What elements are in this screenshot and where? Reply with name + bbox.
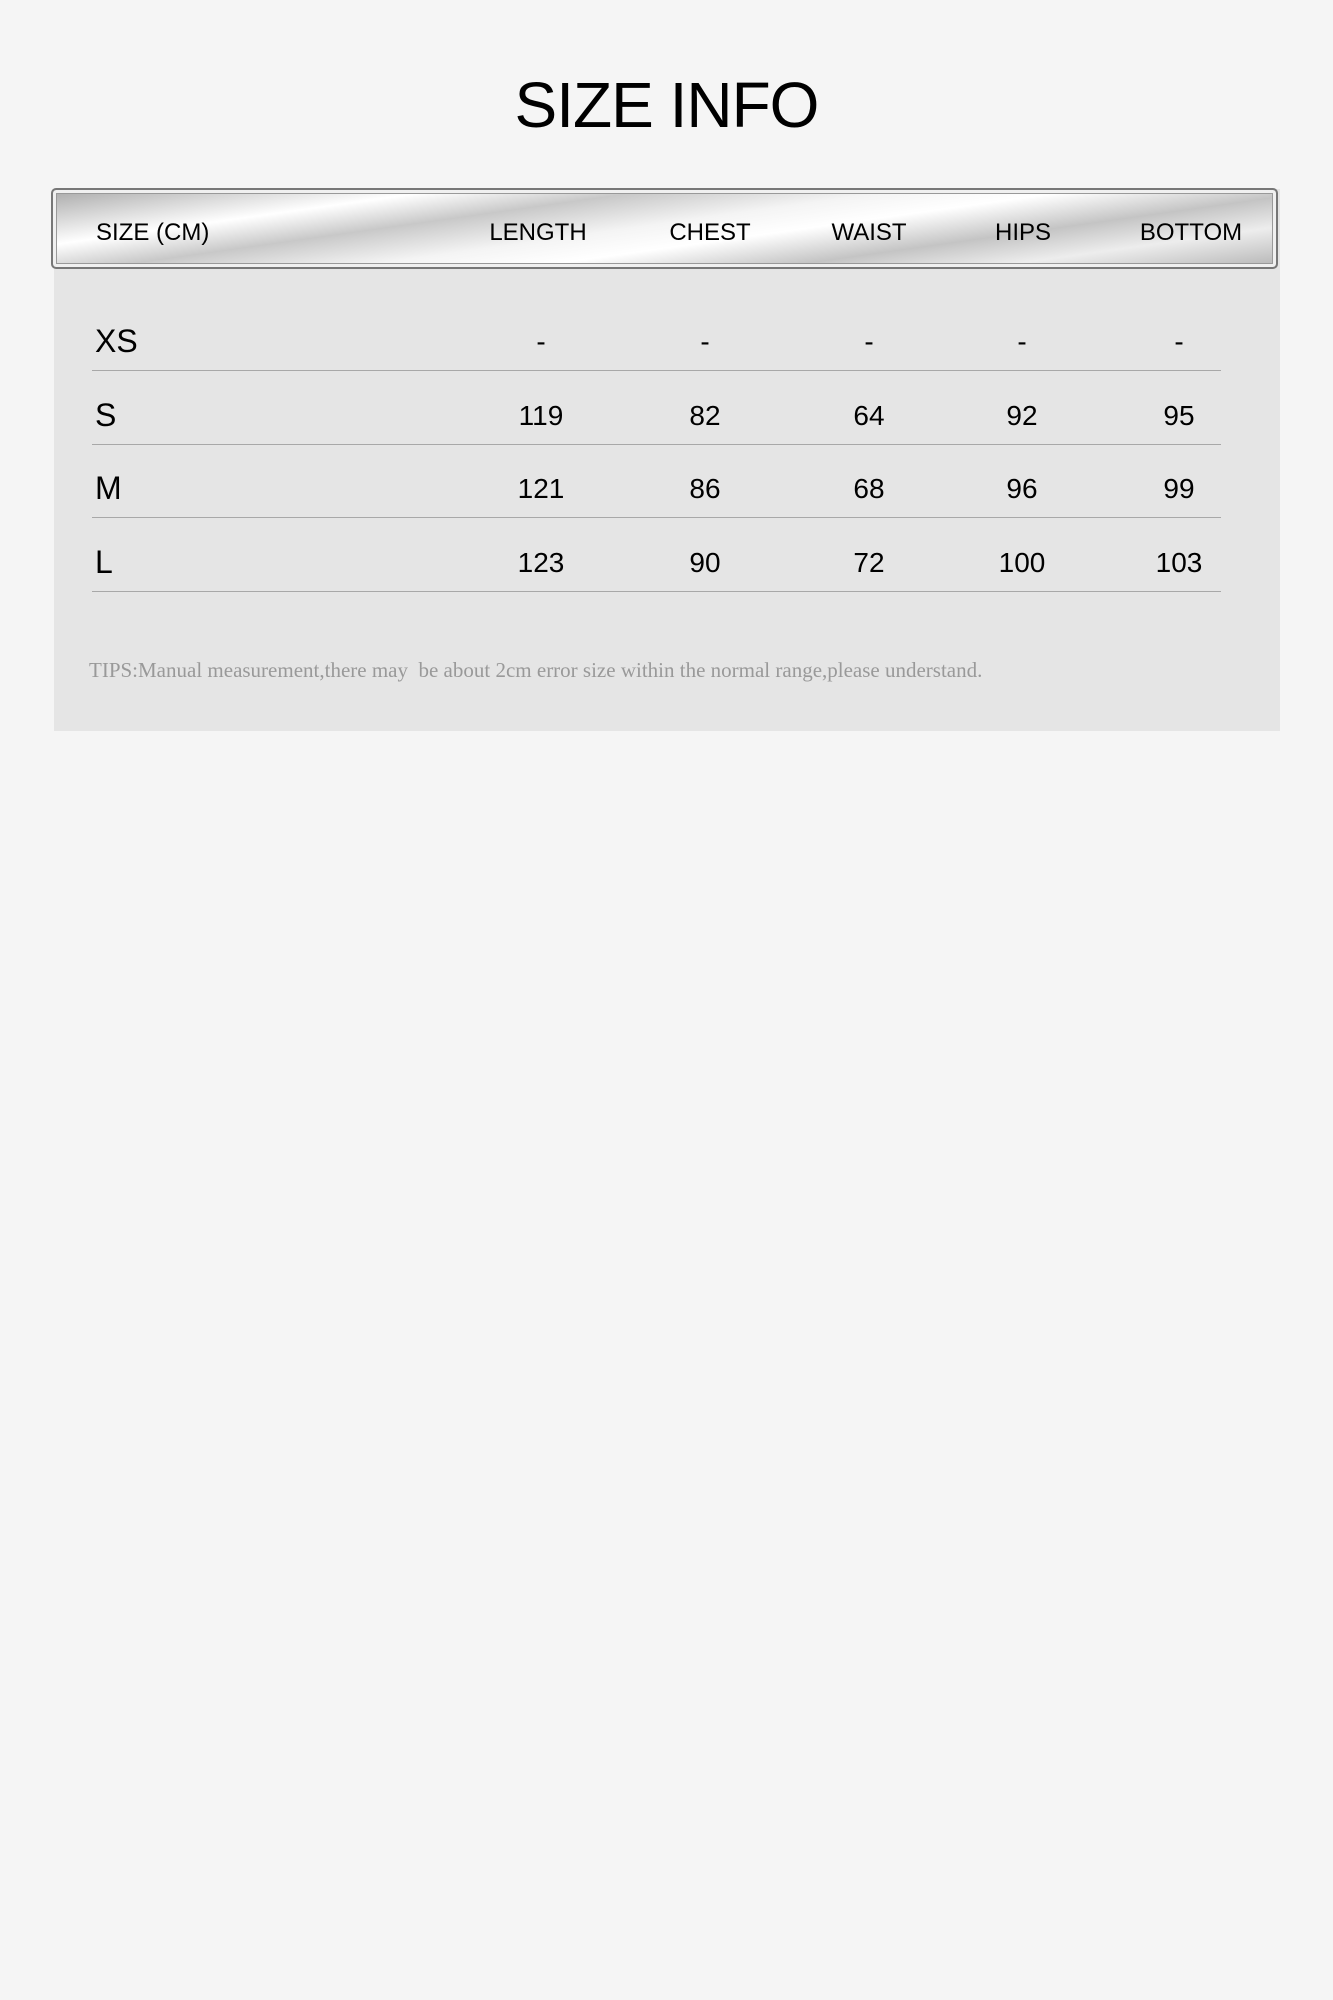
measurement-value: - [1174, 326, 1184, 357]
measurement-value: 119 [518, 400, 564, 431]
measurement-value: 100 [998, 547, 1046, 578]
table-row: M 121 86 68 96 99 [92, 444, 1221, 518]
page-title: SIZE INFO [514, 69, 820, 141]
header-length: LENGTH [489, 219, 587, 246]
table-header: SIZE (CM) LENGTH CHEST WAIST HIPS BOTTOM [51, 188, 1278, 269]
table-row: XS - - - - - [92, 297, 1221, 371]
header-waist: WAIST [831, 219, 907, 246]
size-label: S [95, 397, 117, 433]
measurement-value: 68 [853, 473, 885, 504]
size-label: M [95, 470, 122, 506]
measurement-value: 99 [1163, 473, 1195, 504]
table-row: L 123 90 72 100 103 [92, 518, 1221, 592]
size-table-panel [54, 189, 1280, 731]
table-row: S 119 82 64 92 95 [92, 371, 1221, 445]
measurement-value: 72 [853, 547, 885, 578]
measurement-value: 82 [689, 400, 721, 431]
measurement-value: 92 [1006, 400, 1038, 431]
header-size: SIZE (CM) [96, 219, 210, 246]
measurement-value: 121 [517, 473, 565, 504]
tips-note: TIPS:Manual measurement,there may be abo… [89, 658, 983, 682]
measurement-value: - [536, 326, 546, 357]
measurement-value: - [864, 326, 874, 357]
measurement-value: 86 [689, 473, 721, 504]
header-bottom: BOTTOM [1139, 219, 1243, 246]
size-label: L [95, 544, 113, 580]
measurement-value: - [1017, 326, 1027, 357]
measurement-value: 103 [1155, 547, 1203, 578]
measurement-value: 123 [517, 547, 565, 578]
measurement-value: 96 [1006, 473, 1038, 504]
measurement-value: 95 [1163, 400, 1195, 431]
measurement-value: 90 [689, 547, 721, 578]
size-label: XS [95, 323, 138, 359]
header-chest: CHEST [669, 219, 751, 246]
measurement-value: - [700, 326, 710, 357]
header-hips: HIPS [994, 219, 1052, 246]
measurement-value: 64 [853, 400, 885, 431]
